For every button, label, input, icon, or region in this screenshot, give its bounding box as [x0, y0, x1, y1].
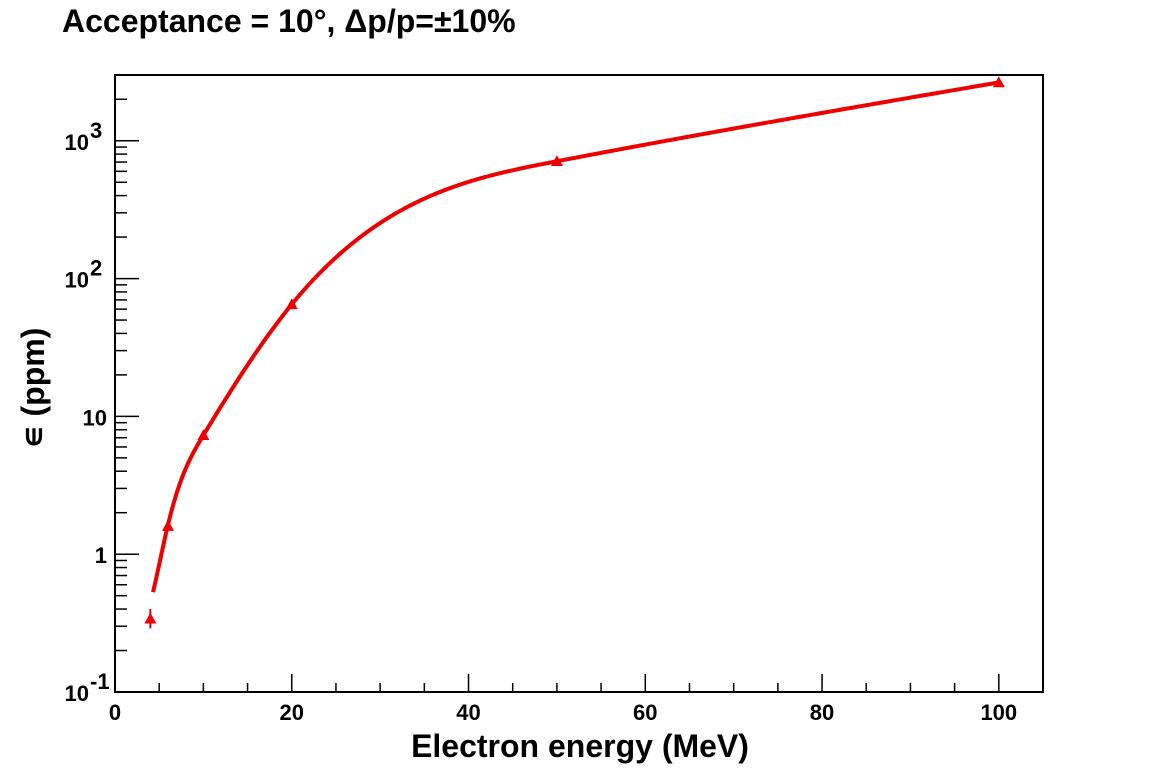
y-axis-title: ∊ (ppm)	[15, 328, 51, 449]
data-point-marker	[144, 612, 157, 624]
x-axis-title: Electron energy (MeV)	[411, 728, 749, 764]
x-tick-label: 80	[810, 700, 834, 725]
y-tick-label: 10	[83, 405, 107, 430]
x-tick-label: 0	[109, 700, 121, 725]
data-point-marker	[285, 298, 298, 310]
x-tick-label: 20	[280, 700, 304, 725]
y-tick-label: 10	[65, 268, 89, 293]
x-tick-label: 100	[980, 700, 1017, 725]
fit-curve	[151, 80, 998, 593]
x-axis: 0 20 40 60 80 100	[109, 674, 1044, 725]
y-tick-exponent: -1	[90, 669, 110, 694]
data-point-marker	[162, 520, 175, 531]
y-tick-exponent: 3	[90, 118, 102, 143]
y-tick-label: 10	[65, 681, 89, 706]
data-points	[144, 76, 1005, 629]
data-point-marker	[992, 76, 1005, 88]
x-tick-label: 40	[456, 700, 480, 725]
y-tick-exponent: 2	[90, 256, 102, 281]
y-tick-label: 10	[65, 130, 89, 155]
x-tick-label: 60	[633, 700, 657, 725]
plot-frame	[114, 74, 1044, 693]
y-tick-label: 1	[95, 543, 107, 568]
data-point-marker	[550, 155, 563, 167]
data-point-marker	[197, 429, 210, 441]
chart-title: Acceptance = 10°, Δp/p=±10%	[62, 3, 516, 39]
